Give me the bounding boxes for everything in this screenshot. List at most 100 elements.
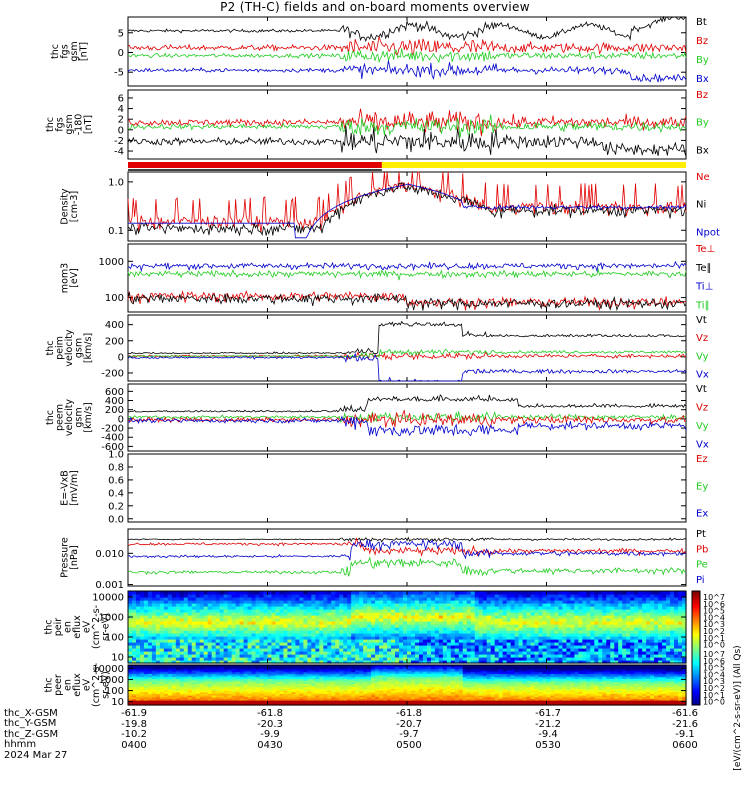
spectrogram-cell	[195, 688, 201, 691]
spectrogram-cell	[243, 609, 249, 613]
spectrogram-cell	[183, 691, 189, 694]
spectrogram-cell	[243, 648, 249, 652]
spectrogram-cell	[283, 591, 289, 595]
spectrogram-cell	[179, 642, 185, 646]
spectrogram-cell	[478, 642, 484, 646]
spectrogram-cell	[514, 636, 520, 640]
spectrogram-cell	[355, 665, 360, 668]
spectrogram-cell	[638, 612, 643, 616]
spectrogram-cell	[670, 657, 675, 661]
spectrogram-cell	[263, 642, 269, 646]
spectrogram-cell	[195, 665, 201, 668]
spectrogram-cell	[135, 633, 141, 637]
spectrogram-cell	[395, 624, 400, 628]
spectrogram-cell	[223, 636, 229, 640]
spectrogram-cell	[219, 645, 225, 649]
spectrogram-cell	[566, 603, 572, 607]
spectrogram-cell	[502, 630, 508, 634]
spectrogram-cell	[275, 606, 281, 610]
spectrogram-cell	[319, 700, 324, 703]
spectrogram-cell	[498, 654, 504, 658]
spectrogram-cell	[315, 615, 320, 619]
spectrogram-cell	[339, 683, 344, 686]
spectrogram-cell	[159, 594, 165, 598]
spectrogram-cell	[391, 600, 396, 604]
spectrogram-cell	[658, 612, 663, 616]
spectrogram-cell	[275, 690, 281, 693]
spectrogram-cell	[566, 612, 572, 616]
spectrogram-cell	[191, 701, 197, 704]
spectrogram-cell	[227, 612, 233, 616]
spectrogram-cell	[223, 660, 229, 664]
spectrogram-cell	[331, 693, 336, 696]
spectrogram-cell	[414, 615, 420, 619]
spectrogram-cell	[327, 618, 332, 622]
spectrogram-cell	[570, 636, 575, 640]
spectrogram-cell	[598, 597, 603, 601]
spectrogram-cell	[263, 666, 269, 669]
spectrogram-cell	[247, 676, 253, 679]
spectrogram-cell	[610, 618, 615, 622]
spectrogram-cell	[335, 657, 340, 661]
spectrogram-cell	[570, 615, 575, 619]
spectrogram-cell	[247, 630, 253, 634]
spectrogram-cell	[351, 681, 356, 684]
spectrogram-cell	[414, 621, 420, 625]
spectrogram-cell	[227, 673, 233, 676]
spectrogram-cell	[207, 686, 213, 689]
spectrogram-cell	[315, 621, 320, 625]
spectrogram-cell	[614, 648, 619, 652]
spectrogram-cell	[363, 633, 368, 637]
spectrogram-cell	[658, 642, 663, 646]
spectrogram-cell	[598, 621, 603, 625]
spectrogram-cell	[267, 690, 273, 693]
spectrogram-cell	[283, 606, 289, 610]
spectrogram-cell	[586, 600, 591, 604]
spectrogram-cell	[291, 688, 296, 691]
spectrogram-cell	[139, 686, 145, 689]
spectrogram-cell	[319, 657, 324, 661]
spectrogram-cell	[219, 690, 225, 693]
spectrogram-cell	[379, 627, 384, 631]
spectrogram-cell	[546, 612, 552, 616]
spectrogram-cell	[562, 615, 568, 619]
spectrogram-cell	[299, 685, 304, 688]
spectrogram-cell	[414, 618, 420, 622]
spectrogram-cell	[662, 597, 667, 601]
spectrogram-cell	[319, 624, 324, 628]
spectrogram-cell	[163, 627, 169, 631]
spectrogram-cell	[574, 609, 579, 613]
spectrogram-cell	[163, 630, 169, 634]
spectrogram-cell	[207, 666, 213, 669]
spectrogram-cell	[211, 609, 217, 613]
spectrogram-cell	[199, 700, 205, 703]
spectrogram-cell	[650, 600, 655, 604]
spectrogram-cell	[343, 609, 348, 613]
spectrogram-cell	[586, 630, 591, 634]
spectrogram-cell	[191, 703, 197, 706]
spectrogram-cell	[375, 639, 380, 643]
spectrogram-cell	[171, 603, 177, 607]
spectrogram-cell	[438, 645, 444, 649]
spectrogram-cell	[570, 660, 575, 664]
spectrogram-cell	[195, 618, 201, 622]
spectrogram-cell	[195, 633, 201, 637]
spectrogram-cell	[303, 675, 308, 678]
spectrogram-cell	[530, 624, 536, 628]
spectrogram-cell	[291, 676, 296, 679]
spectrogram-cell	[586, 597, 591, 601]
spectrogram-cell	[275, 671, 281, 674]
spectrogram-cell	[323, 609, 328, 613]
spectrogram-cell	[399, 621, 404, 625]
spectrogram-cell	[147, 665, 153, 668]
y-axis-label: gsm	[64, 114, 75, 134]
spectrogram-cell	[275, 594, 281, 598]
spectrogram-cell	[299, 696, 304, 699]
spectrogram-cell	[490, 597, 496, 601]
spectrogram-cell	[514, 624, 520, 628]
spectrogram-cell	[275, 645, 281, 649]
spectrogram-cell	[319, 594, 324, 598]
spectrogram-cell	[275, 700, 281, 703]
spectrogram-cell	[211, 696, 217, 699]
spectrogram-cell	[327, 645, 332, 649]
